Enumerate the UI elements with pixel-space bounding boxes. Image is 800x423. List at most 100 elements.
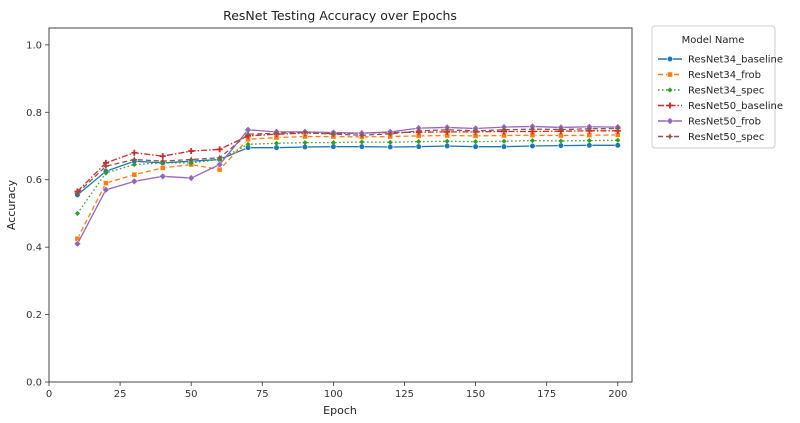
data-point (472, 143, 479, 150)
data-point (188, 148, 195, 155)
series-ResNet34_baseline (74, 142, 621, 198)
data-point (472, 139, 479, 145)
y-tick-label: 0.0 (26, 378, 42, 389)
x-axis-label: Epoch (323, 404, 357, 417)
data-point (103, 170, 109, 176)
series-ResNet34_spec (74, 137, 621, 217)
data-point (74, 189, 81, 197)
data-point (557, 126, 565, 133)
y-tick-label: 0.8 (26, 108, 42, 119)
legend-items: ResNet34_baseline ResNet34_frob ResNet34_s… (658, 55, 783, 143)
data-point (444, 142, 451, 150)
data-point (359, 139, 365, 145)
legend-label: ResNet50_frob (688, 117, 761, 128)
data-point (501, 138, 507, 144)
data-point (586, 142, 593, 149)
legend-label: ResNet34_frob (688, 70, 761, 81)
x-tick-label: 125 (395, 389, 414, 400)
data-point (472, 127, 479, 135)
data-point (131, 161, 137, 168)
data-point (586, 138, 592, 144)
legend-title: Model Name (682, 35, 745, 46)
data-point (216, 146, 223, 153)
data-point (159, 165, 166, 171)
legend-item: ResNet34_spec (658, 86, 764, 97)
data-point (614, 142, 621, 149)
legend-label: ResNet34_spec (688, 86, 764, 97)
data-point (386, 130, 394, 138)
x-tick-label: 75 (256, 389, 269, 400)
data-point (102, 186, 110, 194)
x-tick-label: 150 (466, 389, 485, 400)
data-point (500, 126, 508, 134)
data-point (159, 157, 167, 165)
data-point (216, 154, 224, 162)
series-line (76, 134, 618, 240)
data-point (215, 160, 224, 169)
legend-marker (667, 71, 673, 78)
data-point (444, 138, 450, 144)
legend-marker (667, 87, 673, 93)
data-point (159, 172, 167, 181)
x-tick-label: 100 (324, 389, 343, 400)
data-point (585, 125, 593, 133)
series-line (77, 144, 618, 196)
x-tick-label: 25 (114, 389, 127, 400)
data-point (73, 240, 82, 248)
data-point (416, 139, 422, 145)
data-point (415, 127, 423, 135)
data-point (187, 156, 195, 163)
data-point (245, 141, 251, 147)
data-point (102, 180, 109, 186)
data-point (130, 177, 139, 186)
data-point (500, 143, 508, 150)
legend-item: ResNet50_frob (658, 117, 761, 128)
data-point (529, 125, 536, 133)
data-point (358, 131, 366, 139)
data-point (329, 130, 337, 138)
x-tick-label: 0 (46, 389, 52, 400)
data-point (529, 142, 536, 150)
y-tick-label: 1.0 (26, 40, 42, 51)
data-point (614, 125, 622, 132)
data-point (302, 140, 308, 146)
data-point (330, 140, 336, 146)
legend-item: ResNet34_frob (658, 70, 761, 81)
data-point (102, 162, 110, 170)
data-point (273, 129, 280, 137)
data-point (131, 149, 138, 156)
y-axis-label: Accuracy (5, 179, 18, 230)
plot-frame (48, 27, 633, 383)
x-tick-label: 175 (537, 389, 556, 400)
legend-item: ResNet34_baseline (658, 55, 783, 66)
data-point (74, 210, 81, 217)
data-point (244, 130, 252, 138)
data-point (387, 143, 394, 151)
series-ResNet34_frob (74, 131, 621, 242)
legend-label: ResNet50_spec (688, 132, 764, 143)
data-point (273, 140, 280, 146)
legend: Model Name ResNet34_baseline ResNet34_fro… (651, 25, 783, 149)
data-point (131, 171, 138, 178)
legend-marker (666, 117, 674, 125)
legend-marker (666, 55, 674, 63)
legend-label: ResNet50_baseline (688, 101, 783, 112)
legend-marker (667, 102, 673, 109)
y-tick-label: 0.6 (26, 175, 42, 186)
data-point (130, 156, 138, 163)
y-tick-label: 0.2 (26, 310, 42, 321)
data-point (529, 138, 536, 144)
chart-title: ResNet Testing Accuracy over Epochs (223, 8, 457, 23)
series-line (76, 139, 618, 214)
series-ResNet50_spec (74, 125, 622, 197)
data-point (187, 174, 195, 182)
data-point (615, 137, 621, 143)
data-point (358, 143, 365, 150)
data-point (301, 129, 309, 136)
data-point (387, 139, 393, 145)
data-point (415, 143, 422, 150)
data-point (443, 126, 451, 134)
x-tick-label: 50 (185, 389, 198, 400)
legend-item: ResNet50_spec (658, 132, 764, 143)
